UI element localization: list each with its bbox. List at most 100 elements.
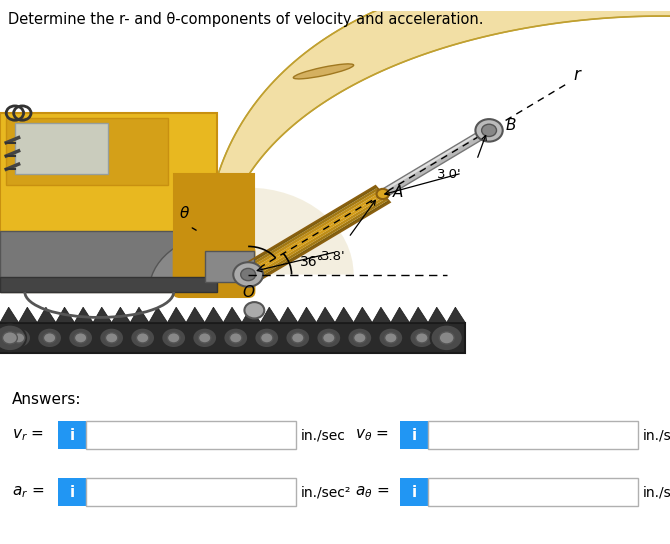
Polygon shape [93, 307, 112, 323]
Polygon shape [241, 186, 377, 268]
Circle shape [482, 124, 496, 137]
Circle shape [3, 332, 17, 344]
Polygon shape [297, 307, 316, 323]
Text: O: O [242, 285, 254, 300]
Polygon shape [0, 307, 19, 323]
Circle shape [409, 327, 434, 348]
Bar [0, 276, 217, 292]
Circle shape [168, 333, 180, 343]
Bar [0, 323, 465, 353]
Circle shape [137, 333, 149, 343]
Text: i: i [70, 485, 74, 499]
Circle shape [105, 333, 118, 343]
Text: θ: θ [180, 206, 190, 221]
Ellipse shape [484, 0, 550, 5]
Circle shape [440, 332, 454, 344]
Circle shape [385, 333, 397, 343]
Circle shape [245, 302, 264, 318]
Polygon shape [252, 198, 388, 281]
Polygon shape [223, 307, 242, 323]
FancyBboxPatch shape [400, 478, 428, 506]
Polygon shape [250, 196, 387, 279]
Polygon shape [217, 0, 670, 198]
Text: i: i [411, 485, 417, 499]
Circle shape [261, 333, 273, 343]
Circle shape [431, 325, 463, 351]
Text: $v_r$ =: $v_r$ = [12, 428, 44, 443]
Polygon shape [243, 188, 379, 270]
Text: $v_\theta$ =: $v_\theta$ = [355, 428, 389, 443]
Circle shape [285, 327, 310, 348]
Text: Determine the r- and θ-components of velocity and acceleration.: Determine the r- and θ-components of vel… [8, 12, 484, 27]
Circle shape [68, 327, 93, 348]
Polygon shape [245, 190, 381, 273]
Text: A: A [393, 185, 403, 200]
Circle shape [377, 189, 389, 199]
Text: in./sec: in./sec [301, 428, 346, 442]
Circle shape [348, 327, 373, 348]
Ellipse shape [293, 64, 354, 79]
Text: 3.8': 3.8' [322, 250, 346, 263]
Polygon shape [56, 307, 74, 323]
Polygon shape [354, 307, 373, 323]
Polygon shape [112, 307, 130, 323]
Circle shape [354, 333, 366, 343]
Circle shape [161, 327, 186, 348]
FancyBboxPatch shape [400, 421, 428, 449]
Circle shape [192, 327, 217, 348]
Polygon shape [380, 127, 492, 197]
Bar [0, 113, 217, 292]
Polygon shape [254, 200, 390, 283]
Circle shape [99, 327, 124, 348]
Circle shape [322, 333, 335, 343]
Circle shape [255, 327, 279, 348]
Bar [0, 231, 217, 292]
Bar [15, 123, 108, 175]
Polygon shape [553, 0, 670, 34]
Circle shape [316, 327, 341, 348]
Polygon shape [74, 307, 93, 323]
Polygon shape [186, 307, 205, 323]
Wedge shape [248, 188, 354, 275]
Circle shape [13, 333, 25, 343]
Circle shape [223, 327, 248, 348]
FancyBboxPatch shape [58, 478, 86, 506]
Circle shape [230, 333, 242, 343]
Circle shape [6, 327, 31, 348]
Polygon shape [205, 307, 223, 323]
Polygon shape [391, 307, 409, 323]
Polygon shape [447, 307, 465, 323]
Polygon shape [242, 307, 261, 323]
Text: i: i [70, 428, 74, 443]
Text: in./sec: in./sec [643, 428, 670, 442]
FancyBboxPatch shape [58, 421, 86, 449]
Polygon shape [38, 307, 56, 323]
Circle shape [74, 333, 87, 343]
Polygon shape [168, 307, 186, 323]
Text: $a_r$ =: $a_r$ = [12, 484, 44, 500]
Text: $a_\theta$ =: $a_\theta$ = [355, 484, 389, 500]
Polygon shape [428, 307, 447, 323]
Circle shape [0, 325, 26, 351]
Text: Answers:: Answers: [12, 392, 82, 407]
FancyBboxPatch shape [86, 421, 296, 449]
Polygon shape [261, 307, 279, 323]
Polygon shape [373, 307, 391, 323]
Text: in./sec²: in./sec² [643, 485, 670, 499]
FancyBboxPatch shape [86, 478, 296, 506]
Polygon shape [247, 192, 383, 275]
Polygon shape [248, 194, 385, 276]
Text: r: r [573, 66, 580, 84]
Bar [6, 118, 168, 184]
Text: in./sec²: in./sec² [301, 485, 351, 499]
Bar [192, 251, 217, 292]
Text: 36°: 36° [300, 255, 325, 269]
Circle shape [379, 327, 403, 348]
Polygon shape [279, 307, 297, 323]
Polygon shape [19, 307, 38, 323]
Wedge shape [149, 236, 217, 292]
FancyBboxPatch shape [428, 478, 638, 506]
Circle shape [233, 262, 263, 287]
Circle shape [38, 327, 62, 348]
Polygon shape [335, 307, 354, 323]
